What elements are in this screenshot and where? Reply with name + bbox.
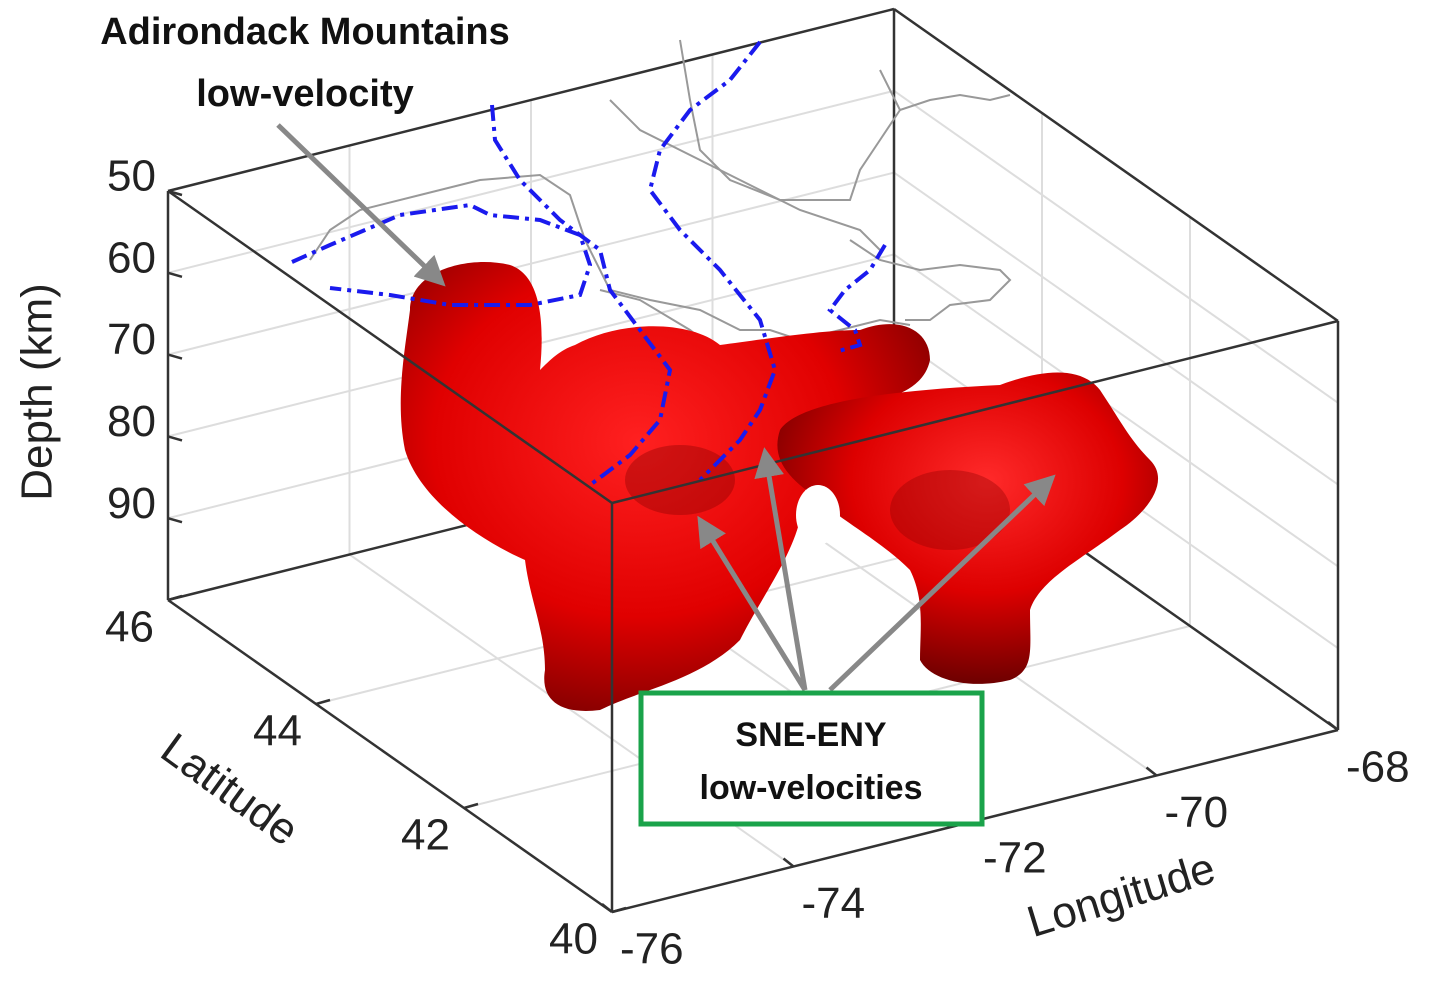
z-tick-label: 50: [107, 152, 156, 201]
x-tick-label: -74: [802, 879, 866, 928]
z-axis-label: Depth (km): [13, 283, 62, 501]
tick-mark: [1147, 768, 1157, 776]
annotation: Adirondack Mountains: [100, 11, 510, 53]
box-edge: [894, 9, 1338, 321]
x-tick-label: -76: [620, 925, 684, 974]
y-tick-label: 46: [105, 603, 154, 652]
tick-mark: [784, 859, 794, 867]
z-tick-label: 60: [107, 233, 156, 282]
y-tick-label: 40: [549, 915, 598, 964]
x-axis-label: Longitude: [1022, 844, 1221, 947]
tick-mark: [168, 273, 182, 277]
x-tick-label: -70: [1165, 788, 1229, 837]
x-tick-label: -68: [1346, 743, 1410, 792]
grid-line: [894, 91, 1338, 403]
annotation: low-velocities: [700, 769, 923, 807]
tick-mark: [1328, 722, 1338, 730]
border: [610, 100, 880, 250]
tick-mark: [168, 518, 182, 522]
z-tick-label: 90: [107, 479, 156, 528]
x-tick-label: -72: [983, 834, 1047, 883]
y-tick-label: 44: [253, 707, 302, 756]
hole: [796, 485, 840, 545]
y-tick-label: 42: [401, 811, 450, 860]
annotation: low-velocity: [196, 73, 414, 115]
z-tick-label: 80: [107, 397, 156, 446]
tick-mark: [168, 436, 182, 440]
tick-mark: [168, 355, 182, 359]
annotation: SNE-ENY: [735, 716, 886, 754]
box-edge: [168, 191, 612, 503]
figure: 50 60 70 80 90 40 42 44 46 -76 -74 -72 -70 -68 Depth (…: [0, 0, 1452, 993]
tick-mark: [602, 904, 612, 912]
shade: [625, 445, 735, 515]
z-tick-label: 70: [107, 315, 156, 364]
